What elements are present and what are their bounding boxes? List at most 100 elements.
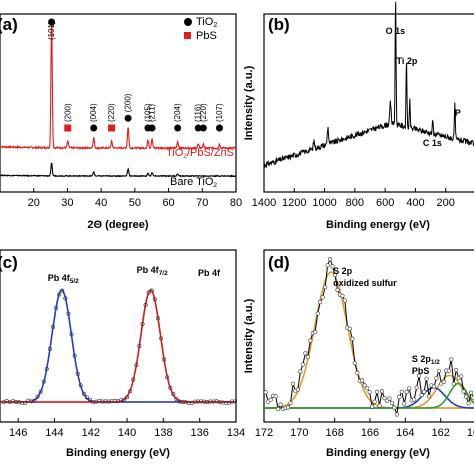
panel-b-plot	[263, 1, 474, 169]
data-point	[419, 392, 424, 398]
panel-c-tick-label: 138	[154, 427, 172, 439]
miller-index-label: (204)	[173, 103, 182, 122]
data-point	[75, 371, 80, 376]
data-point	[23, 400, 28, 405]
data-point	[360, 378, 365, 383]
panel-b-tick-label: 400	[406, 197, 424, 209]
data-point	[38, 389, 43, 394]
data-point	[436, 368, 442, 374]
peak-label: Pb 4f7/2	[137, 265, 168, 277]
data-point	[211, 399, 216, 404]
data-point	[335, 287, 340, 292]
panel-a-tick-label: 50	[129, 197, 141, 209]
panel-d-letter: (d)	[268, 253, 290, 272]
data-point	[407, 386, 412, 391]
peak-label: S 2p	[333, 266, 353, 276]
data-point	[146, 290, 151, 295]
data-point	[276, 406, 281, 412]
data-point	[131, 377, 136, 382]
data-point	[402, 401, 407, 406]
data-point	[446, 368, 451, 374]
miller-index-label: (200)	[124, 93, 133, 112]
panel-b: (b) 1400 1200 1000 800 600 400 200 Binding ene…	[243, 1, 474, 231]
panel-c-annotations: Pb 4f5/2 Pb 4f7/2	[48, 265, 168, 285]
panel-c-x-label: Binding energy (eV)	[66, 447, 170, 459]
data-point	[342, 298, 348, 303]
data-point	[149, 288, 154, 293]
data-point	[285, 405, 291, 410]
peak-sublabel: PbS	[412, 366, 430, 376]
data-point	[41, 379, 46, 384]
fit-component-line	[264, 382, 474, 409]
data-point	[268, 397, 273, 402]
tio2-peak-marker	[174, 124, 182, 132]
data-point	[223, 400, 228, 405]
series-line-tio2-pbs-zns	[0, 22, 237, 151]
data-point	[461, 389, 466, 394]
data-point	[140, 322, 145, 327]
data-point	[397, 394, 402, 400]
survey-peak-label: Ti 2p	[396, 56, 417, 66]
data-point	[464, 394, 469, 399]
data-point	[100, 399, 105, 404]
data-point	[350, 336, 355, 341]
panel-a-tick-label: 70	[196, 197, 208, 209]
panel-d-tick-label: 170	[290, 427, 308, 439]
data-point	[392, 405, 397, 410]
data-point	[424, 376, 429, 381]
data-point	[35, 394, 40, 399]
panel-c-tick-label: 146	[9, 427, 27, 439]
data-point	[370, 404, 375, 409]
data-point	[103, 399, 108, 404]
data-point	[121, 397, 126, 402]
data-point	[192, 399, 197, 404]
panel-c-letter: (c)	[0, 253, 18, 272]
panel-a-x-label: 2Θ (degree)	[87, 219, 148, 231]
data-point	[377, 403, 382, 408]
survey-peak-label: O 1s	[386, 26, 406, 36]
legend-pbs-marker	[184, 32, 191, 39]
miller-index-label: (105)	[144, 103, 153, 122]
panel-a-x-ticks: 20 30 40 50 60 70 80	[28, 188, 242, 209]
data-point	[323, 285, 328, 290]
miller-index-label: (004)	[89, 103, 98, 122]
panel-d-tick-label: 162	[431, 427, 449, 439]
panel-d-tick-label: 172	[255, 427, 273, 439]
peak-label: S 2p1/2	[412, 354, 440, 366]
data-point	[44, 367, 49, 372]
data-point	[382, 396, 387, 401]
data-point	[84, 395, 89, 400]
data-point	[63, 296, 68, 301]
data-point	[278, 402, 283, 407]
data-point	[394, 412, 399, 417]
tio2-peak-marker	[148, 124, 156, 132]
data-point	[233, 399, 238, 404]
data-point	[313, 329, 318, 335]
peak-sublabel: oxidized sulfur	[333, 278, 397, 288]
data-point	[152, 297, 157, 302]
panel-b-tick-label: 1200	[282, 197, 306, 209]
panel-c-tick-label: 136	[191, 427, 209, 439]
panel-d-plot	[263, 256, 474, 417]
panel-d: (d) 172 170 168 166 164 162 160 Binding energy…	[243, 249, 474, 459]
panel-d-y-label: Intensity (a.u.)	[243, 298, 255, 373]
series-label-bare-tio2: Bare TiO2	[170, 176, 217, 189]
data-point	[379, 389, 385, 394]
survey-peak-label: C 1s	[423, 138, 442, 148]
tio2-peak-marker	[124, 114, 132, 122]
data-point	[106, 399, 111, 404]
data-point	[449, 357, 454, 362]
data-point	[454, 367, 459, 373]
survey-spectrum-line	[263, 1, 474, 169]
data-point	[88, 397, 93, 402]
miller-index-label: (101)	[47, 21, 56, 40]
panel-d-tick-label: 160	[467, 427, 474, 439]
survey-peak-label: P	[455, 108, 461, 118]
data-point	[128, 389, 133, 394]
panel-a-tick-label: 60	[162, 197, 174, 209]
fit-peak-line	[0, 289, 236, 403]
panel-b-x-ticks: 1400 1200 1000 800 600 400 200	[252, 188, 455, 209]
data-point	[421, 389, 427, 394]
data-point	[66, 311, 71, 316]
